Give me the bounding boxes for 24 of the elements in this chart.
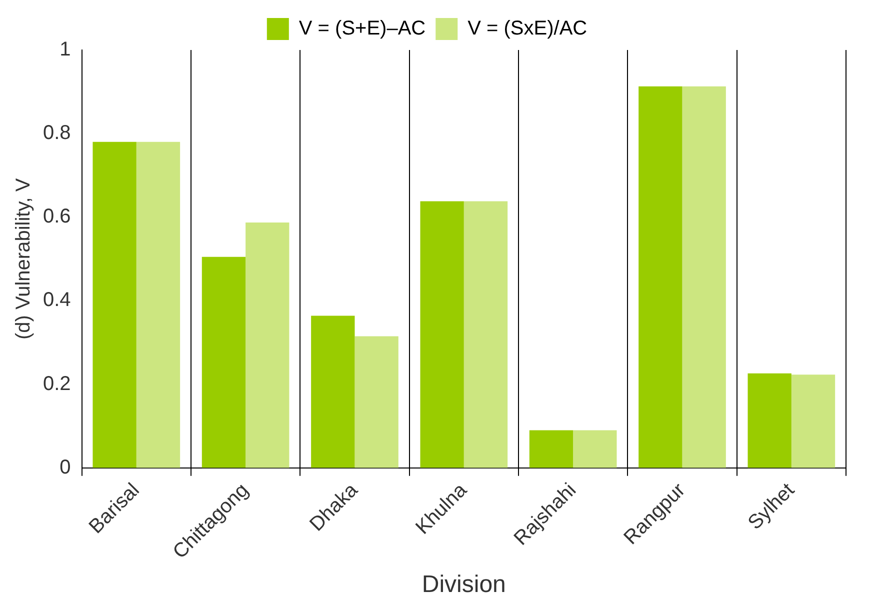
- legend-label: V = (S+E)–AC: [298, 18, 426, 40]
- bar: [246, 222, 290, 468]
- bar: [529, 430, 574, 468]
- bar: [573, 430, 617, 468]
- y-tick-label: 0.4: [42, 289, 71, 312]
- bar: [464, 201, 508, 468]
- bar: [354, 336, 398, 468]
- bar: [136, 142, 180, 468]
- y-tick-label: 0.2: [42, 372, 71, 395]
- y-tick-label: 0: [60, 456, 71, 478]
- bar: [311, 316, 355, 468]
- bar: [92, 142, 136, 468]
- bar: [420, 201, 464, 468]
- y-tick-label: 1: [60, 38, 71, 61]
- y-tick-label: 0.6: [42, 206, 71, 228]
- y-tick-label: 0.8: [42, 122, 71, 144]
- bar: [202, 256, 246, 468]
- bar: [682, 86, 726, 468]
- y-axis-title: (d) Vulnerability, V: [12, 178, 35, 340]
- bar: [791, 374, 836, 468]
- legend-label: V = (SxE)/AC: [468, 18, 588, 40]
- bar: [748, 373, 792, 468]
- bar: [638, 86, 682, 468]
- x-axis-title: Division: [422, 571, 506, 598]
